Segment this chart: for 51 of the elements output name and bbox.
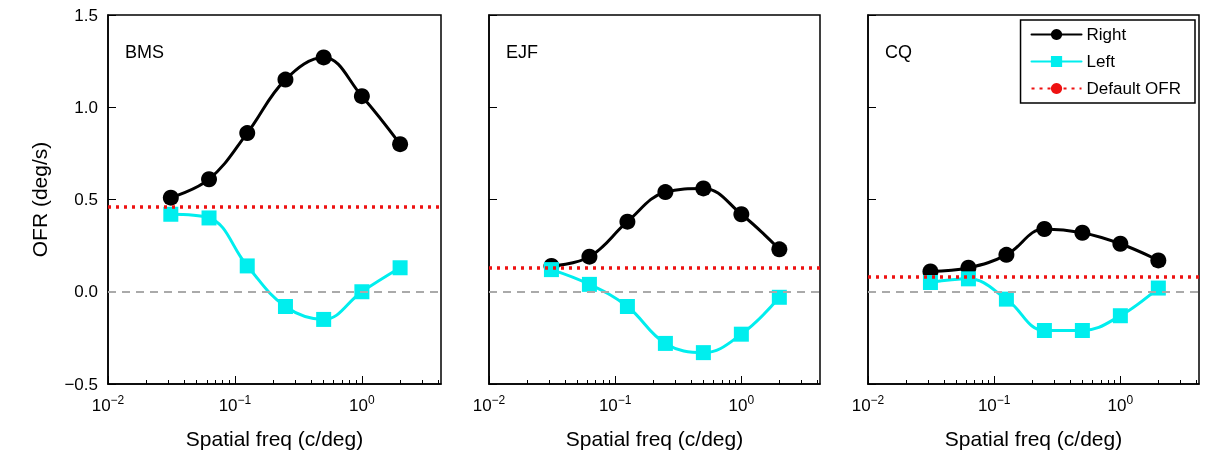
y-tick-label: 1.5 xyxy=(74,5,98,25)
point xyxy=(581,276,597,292)
point xyxy=(771,289,787,305)
point xyxy=(315,49,332,66)
point xyxy=(201,210,217,226)
y-tick-label: 1.0 xyxy=(74,97,98,117)
y-tick-label: −0.5 xyxy=(64,374,98,394)
point xyxy=(277,71,294,88)
point xyxy=(239,258,255,274)
point xyxy=(733,206,750,223)
point xyxy=(353,88,370,105)
y-tick-label: 0.5 xyxy=(74,190,98,209)
point xyxy=(998,291,1014,307)
point xyxy=(695,345,711,361)
point xyxy=(1112,308,1128,324)
point xyxy=(354,284,370,300)
point xyxy=(392,260,408,276)
point xyxy=(392,136,409,153)
point xyxy=(1150,280,1166,296)
legend-label: Default OFR xyxy=(1086,79,1182,98)
y-axis-title: OFR (deg/s) xyxy=(28,141,51,258)
point xyxy=(581,248,598,265)
point xyxy=(733,326,749,342)
point xyxy=(1036,221,1053,238)
point xyxy=(998,246,1015,263)
y-tick-label: 0.0 xyxy=(74,282,98,302)
x-axis-title: Spatial freq (c/deg) xyxy=(185,427,364,450)
text: EJF xyxy=(506,42,539,62)
point xyxy=(162,189,179,206)
text: CQ xyxy=(885,42,912,62)
point xyxy=(771,241,788,258)
point xyxy=(239,125,256,142)
x-axis-title: Spatial freq (c/deg) xyxy=(565,427,744,450)
legend-label: Right xyxy=(1086,25,1127,44)
legend-label: Left xyxy=(1086,52,1116,71)
point xyxy=(316,311,332,327)
point xyxy=(619,213,636,230)
point xyxy=(1036,322,1052,338)
point xyxy=(1150,252,1167,269)
x-axis-title: Spatial freq (c/deg) xyxy=(944,427,1123,450)
point xyxy=(619,299,635,315)
point xyxy=(201,171,218,188)
point xyxy=(657,184,674,201)
text: BMS xyxy=(125,42,165,62)
point xyxy=(1074,322,1090,338)
point xyxy=(657,335,673,351)
point xyxy=(277,299,293,315)
point xyxy=(163,206,179,222)
point xyxy=(1074,224,1091,241)
point xyxy=(695,180,712,197)
point xyxy=(1112,235,1129,252)
